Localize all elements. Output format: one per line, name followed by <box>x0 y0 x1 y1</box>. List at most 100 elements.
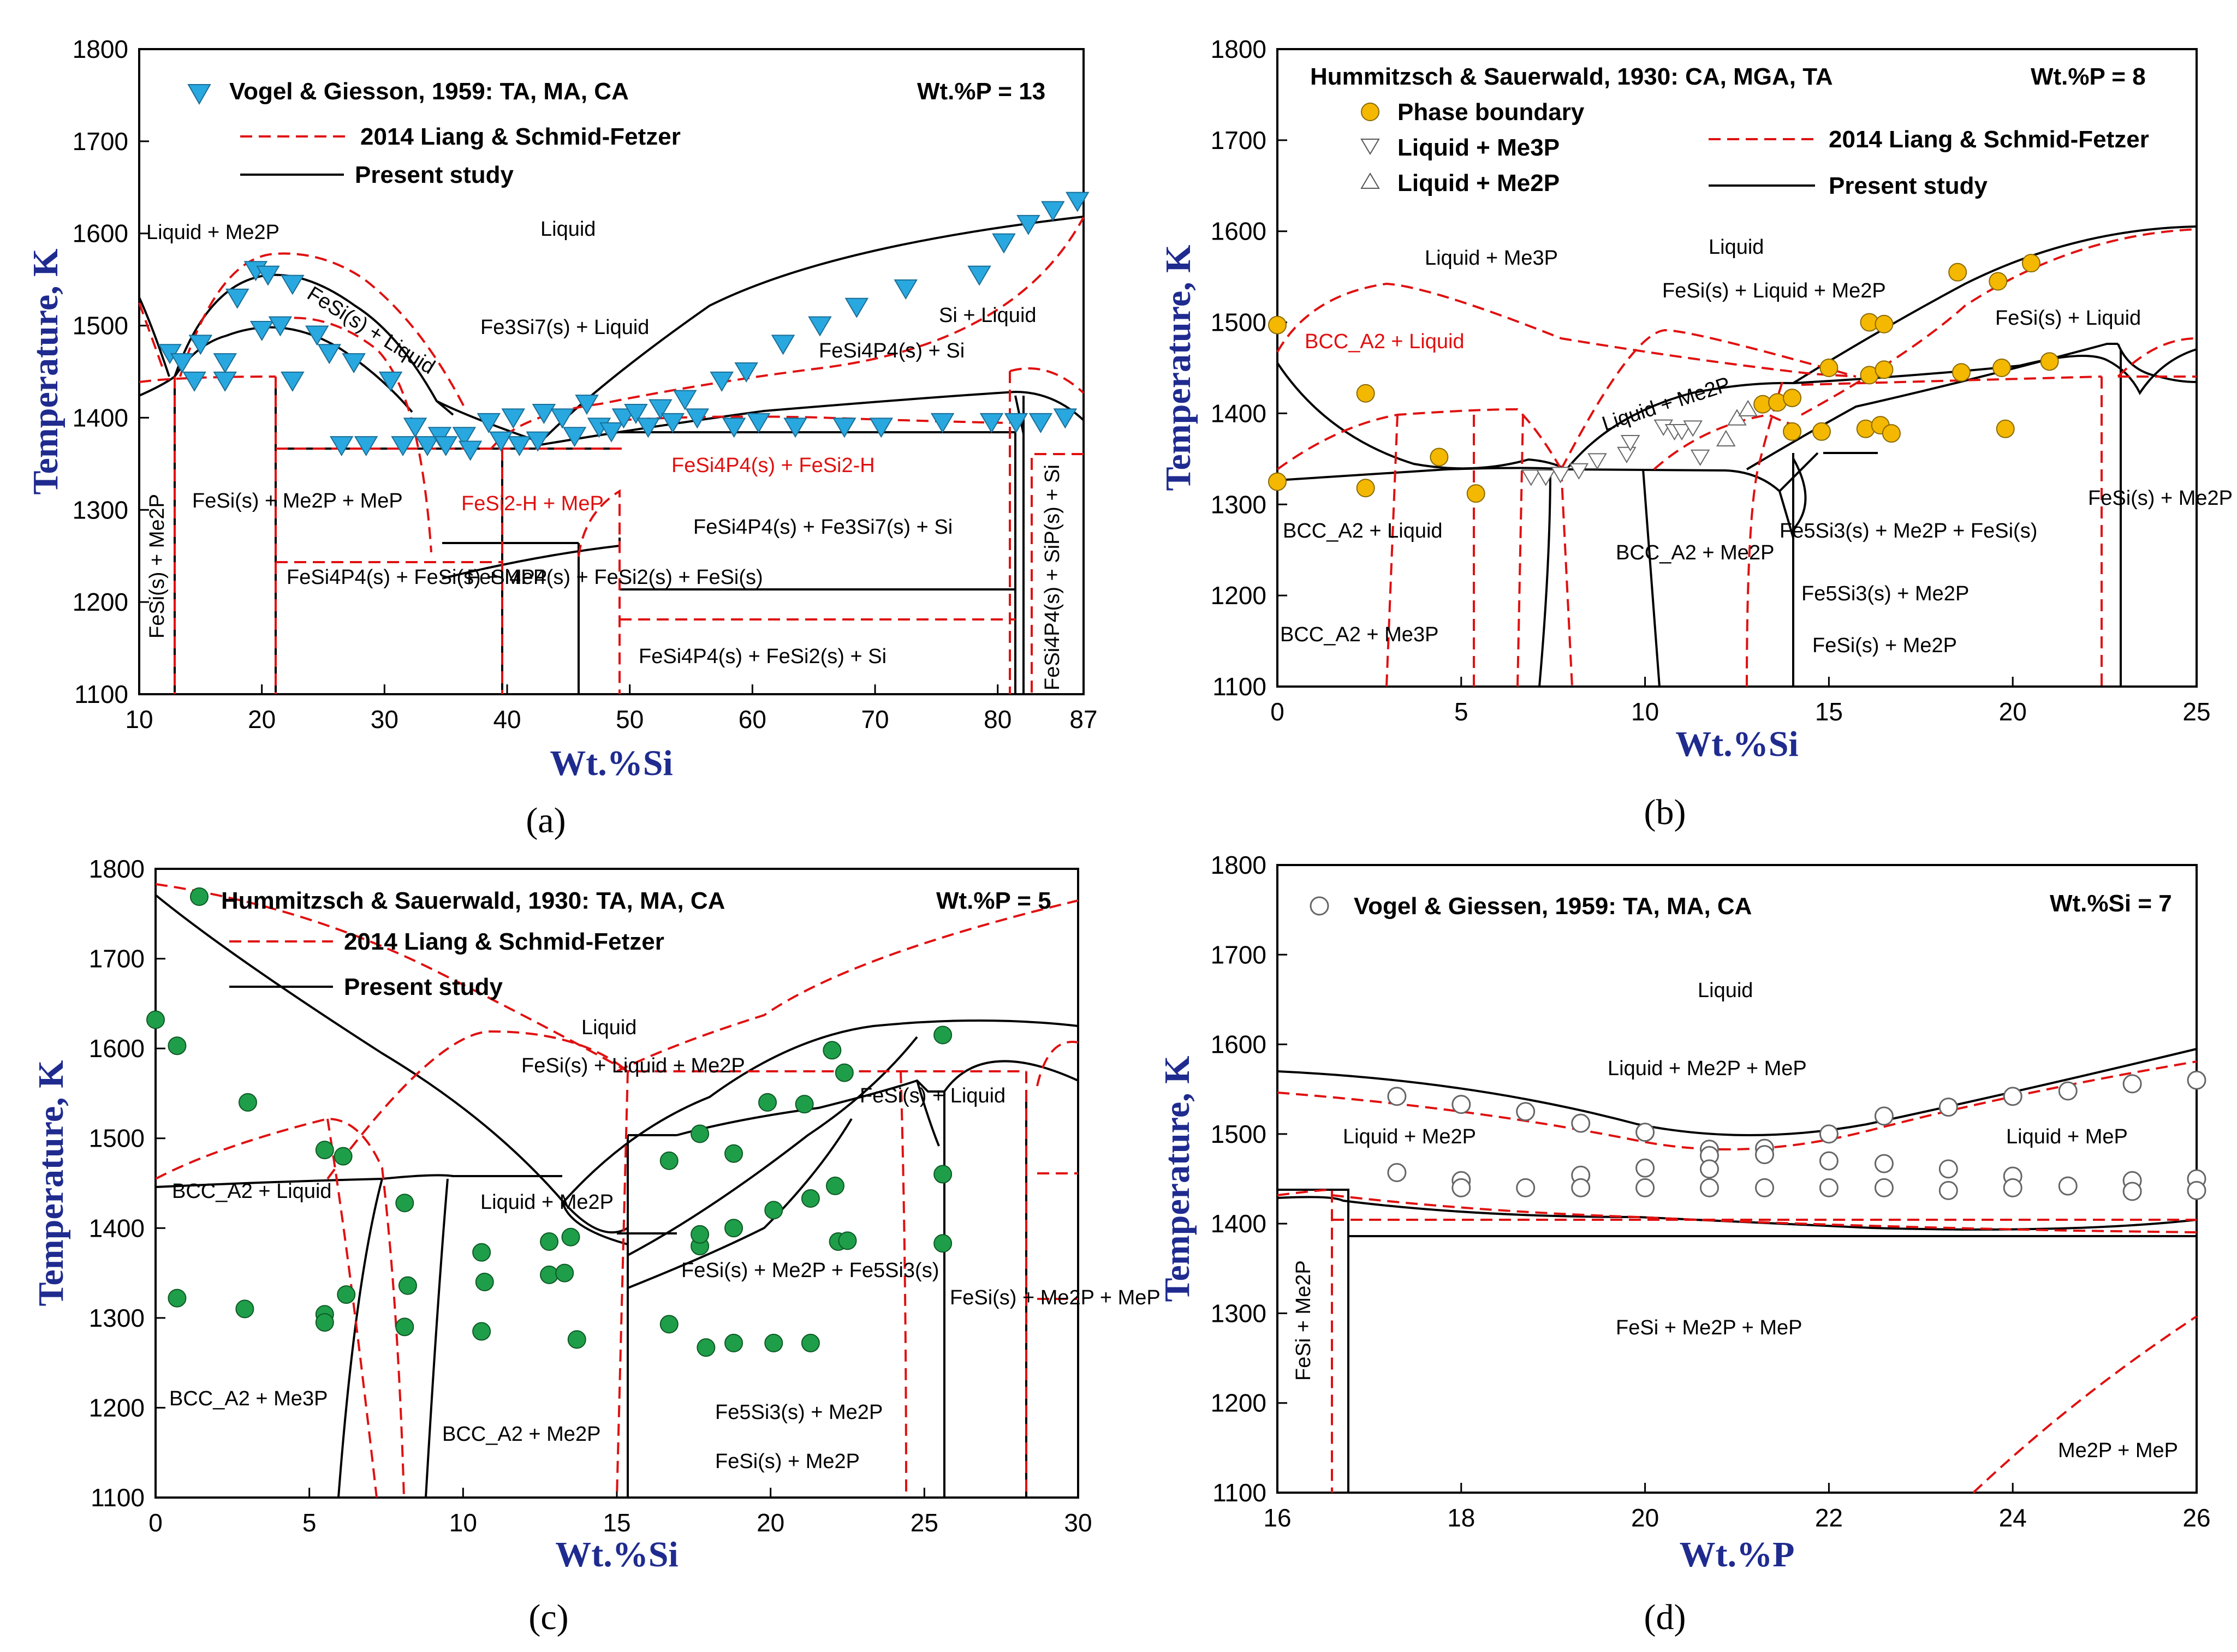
panel-d-x-ticks: 16 18 20 22 24 26 <box>1263 1483 2211 1532</box>
panel-b-data-point <box>1521 469 1541 486</box>
panel-c-data-point <box>801 1189 820 1208</box>
panel-c-legend-circle-icon <box>190 887 209 906</box>
panel-d: 16 18 20 22 24 26 1100 1200 1300 1400 1500 1600 170… <box>1157 851 2211 1637</box>
panel-a-data-point <box>256 265 280 286</box>
panel-a-data-point <box>489 431 513 452</box>
panel-a-data-point <box>249 321 274 341</box>
panel-c-data-point <box>724 1333 743 1352</box>
panel-b-label-liquid: Liquid <box>1709 236 1764 259</box>
panel-b: 0 5 10 15 20 25 11001200130014001500160017001… <box>1158 35 2237 832</box>
panel-c-label-bcc-me3p: BCC_A2 + Me3P <box>169 1387 328 1410</box>
panel-a-data-point <box>170 353 194 374</box>
panel-c-label-liquid: Liquid <box>581 1016 636 1039</box>
panel-a-data-point <box>501 408 526 429</box>
panel-b-label-bcc-liquid: BCC_A2 + Liquid <box>1283 520 1443 542</box>
panel-d-data-point <box>2122 1074 2142 1094</box>
panel-d-data-point <box>1635 1158 1655 1178</box>
panel-d-y-tick-label: 1600 <box>1211 1030 1266 1059</box>
panel-d-data-point <box>2187 1070 2206 1090</box>
panel-a-label-fesi-me2p-mep: FeSi(s) + Me2P + MeP <box>192 490 403 512</box>
panel-d-data-point <box>1516 1102 1536 1122</box>
panel-b-xlabel: Wt.%Si <box>1675 724 1799 764</box>
panel-c-y-tick-label: 1800 <box>89 855 145 883</box>
panel-a-caption: (a) <box>526 801 566 840</box>
panel-a-data-point <box>213 353 237 374</box>
panel-b-data-point <box>1783 389 1802 408</box>
panel-b-data-point <box>1738 399 1758 416</box>
panel-c-y-tick-label: 1300 <box>89 1304 145 1332</box>
panel-c-y-ticks: 1100 1200 1300 1400 1500 1600 1700 1800 <box>89 855 165 1512</box>
panel-c-data-point <box>659 1315 679 1334</box>
panel-d-data-point <box>1635 1123 1655 1142</box>
panel-d-points <box>1387 1070 2206 1201</box>
panel-a-data-point <box>1028 413 1053 433</box>
panel-a-y-tick-label: 1100 <box>74 680 128 708</box>
panel-d-y-tick-label: 1700 <box>1211 940 1266 969</box>
panel-a-data-point <box>329 436 354 457</box>
panel-c-data-point <box>795 1095 814 1114</box>
panel-b-label-fesi-me2p-mep: FeSi(s) + Me2P + MeP <box>2088 487 2237 510</box>
panel-c-x-ticks: 0 5 10 15 20 25 30 <box>148 1488 1092 1537</box>
panel-a-data-point <box>317 344 341 365</box>
panel-a-data-point <box>771 335 795 355</box>
panel-b-label-liquid-me3p: Liquid + Me3P <box>1425 247 1558 270</box>
panel-a-data-point <box>1041 201 1065 222</box>
panel-d-data-point <box>1755 1145 1775 1165</box>
panel-d-label-liquid: Liquid <box>1698 979 1753 1002</box>
panel-c-data-point <box>659 1151 679 1170</box>
panel-c-data-point <box>724 1144 743 1163</box>
panel-a-label-fesi4p4-fesi2-si: FeSi4P4(s) + FeSi2(s) + Si <box>639 645 887 668</box>
panel-a-label-fesi4p4-fe3si7-si: FeSi4P4(s) + Fe3Si7(s) + Si <box>693 516 953 539</box>
panel-a-data-point <box>550 408 574 429</box>
panel-d-note: Wt.%Si = 7 <box>2050 890 2172 917</box>
panel-d-data-point <box>1755 1178 1775 1197</box>
panel-a-y-tick-label: 1400 <box>73 403 128 432</box>
panel-c-y-tick-label: 1600 <box>89 1034 145 1063</box>
panel-a-legend-triangle-icon <box>187 84 211 105</box>
panel-c-y-tick-label: 1500 <box>89 1124 145 1153</box>
panel-d-x-tick-label: 24 <box>1999 1504 2027 1532</box>
panel-a-data-point <box>477 413 501 433</box>
panel-c-data-point <box>758 1093 777 1112</box>
panel-a-data-point <box>1066 192 1090 212</box>
panel-d-y-ticks: 1100 1200 1300 1400 1500 1600 1700 1800 <box>1211 851 1287 1507</box>
panel-a-data-point <box>624 403 648 424</box>
panel-b-y-tick-label: 1600 <box>1211 217 1266 246</box>
panel-a-label-fesi-me2p: FeSi(s) + Me2P <box>146 494 169 639</box>
panel-a-data-point <box>869 418 894 438</box>
panel-b-data-point <box>1550 467 1570 484</box>
panel-a-data-point <box>526 431 550 452</box>
panel-c-x-tick-label: 5 <box>302 1508 317 1537</box>
panel-a-data-point <box>1004 413 1028 433</box>
panel-b-data-point <box>1683 420 1703 437</box>
panel-a-data-point <box>832 418 856 438</box>
panel-a-x-tick-label: 87 <box>1069 705 1097 733</box>
panel-c-x-tick-label: 30 <box>1064 1508 1092 1537</box>
panel-a-data-point <box>281 371 305 392</box>
panel-b-x-tick-label: 20 <box>1999 697 2027 726</box>
panel-b-label-bcc-me3p: BCC_A2 + Me3P <box>1280 623 1438 646</box>
panel-c-data-point <box>561 1227 580 1247</box>
panel-a-x-tick-label: 30 <box>371 705 398 733</box>
panel-a-y-tick-label: 1800 <box>73 35 128 63</box>
panel-a-data-point <box>710 371 734 392</box>
panel-a-x-tick-label: 80 <box>984 705 1012 733</box>
panel-b-note: Wt.%P = 8 <box>2031 63 2146 90</box>
panel-b-data-point <box>1882 424 1901 443</box>
panel-c-x-tick-label: 10 <box>449 1508 477 1537</box>
panel-a-data-point <box>783 418 807 438</box>
panel-b-legend: Hummitzsch & Sauerwald, 1930: CA, MGA, T… <box>1310 63 2149 199</box>
panel-b-data-point <box>1356 479 1375 498</box>
panel-b-label-fesi-liquid: FeSi(s) + Liquid <box>1995 307 2141 330</box>
panel-c-label-fesi-me2p-mep: FeSi(s) + Me2P + MeP <box>950 1286 1161 1309</box>
panel-b-legend-5: Present study <box>1829 172 1988 199</box>
panel-a: 10 20 30 40 50 60 70 80 87 110012001300140015001… <box>26 35 1098 840</box>
panel-a-data-point <box>354 436 378 457</box>
panel-b-curves <box>1276 225 2197 687</box>
panel-c-label-fesi-liquid-me2p: FeSi(s) + Liquid + Me2P <box>521 1054 745 1077</box>
panel-c-ylabel: Temperature, K <box>31 1060 71 1307</box>
panel-b-data-point <box>1672 424 1692 441</box>
panel-d-x-tick-label: 26 <box>2182 1504 2210 1532</box>
panel-b-label-fe5si3-me2p: Fe5Si3(s) + Me2P <box>1801 582 1969 605</box>
panel-a-data-point <box>268 316 293 337</box>
